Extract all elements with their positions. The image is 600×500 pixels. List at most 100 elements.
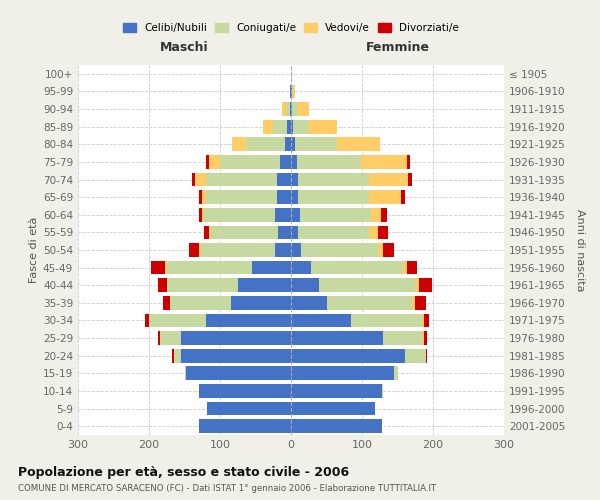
Bar xyxy=(415,278,419,292)
Bar xyxy=(158,278,167,292)
Bar xyxy=(291,260,311,274)
Bar xyxy=(209,226,211,239)
Bar xyxy=(291,138,295,151)
Bar xyxy=(291,384,382,398)
Bar xyxy=(195,172,206,186)
Bar xyxy=(203,226,209,239)
Bar xyxy=(202,208,205,222)
Bar xyxy=(426,349,427,362)
Bar xyxy=(185,366,186,380)
Bar xyxy=(291,120,293,134)
Bar xyxy=(407,155,410,169)
Bar xyxy=(206,190,277,204)
Bar xyxy=(292,102,298,116)
Bar xyxy=(424,331,427,345)
Bar xyxy=(283,102,286,116)
Text: Maschi: Maschi xyxy=(160,42,209,54)
Legend: Celibi/Nubili, Coniugati/e, Vedovi/e, Divorziati/e: Celibi/Nubili, Coniugati/e, Vedovi/e, Di… xyxy=(119,18,463,37)
Bar xyxy=(298,102,309,116)
Bar xyxy=(291,208,299,222)
Bar xyxy=(290,84,291,98)
Bar xyxy=(252,260,291,274)
Bar xyxy=(293,120,309,134)
Bar xyxy=(424,314,430,328)
Bar xyxy=(298,172,369,186)
Bar xyxy=(286,102,290,116)
Bar xyxy=(311,260,403,274)
Bar xyxy=(412,296,415,310)
Bar xyxy=(291,278,319,292)
Bar xyxy=(361,155,407,169)
Bar xyxy=(326,296,412,310)
Bar xyxy=(369,226,377,239)
Bar xyxy=(246,138,286,151)
Bar xyxy=(206,314,291,328)
Bar xyxy=(278,226,291,239)
Bar xyxy=(291,296,326,310)
Bar xyxy=(291,155,296,169)
Bar xyxy=(273,120,287,134)
Bar xyxy=(309,120,337,134)
Bar xyxy=(422,314,424,328)
Bar xyxy=(291,402,375,415)
Bar xyxy=(382,384,383,398)
Text: Popolazione per età, sesso e stato civile - 2006: Popolazione per età, sesso e stato civil… xyxy=(18,466,349,479)
Bar xyxy=(371,208,381,222)
Bar xyxy=(277,190,291,204)
Bar xyxy=(291,349,404,362)
Bar xyxy=(299,208,371,222)
Bar xyxy=(232,138,246,151)
Bar xyxy=(151,260,166,274)
Bar xyxy=(167,278,238,292)
Text: COMUNE DI MERCATO SARACENO (FC) - Dati ISTAT 1° gennaio 2006 - Elaborazione TUTT: COMUNE DI MERCATO SARACENO (FC) - Dati I… xyxy=(18,484,436,493)
Bar xyxy=(166,260,167,274)
Bar xyxy=(172,349,174,362)
Bar xyxy=(415,296,426,310)
Bar xyxy=(163,296,170,310)
Bar xyxy=(206,155,209,169)
Bar xyxy=(337,138,380,151)
Bar xyxy=(369,172,408,186)
Bar xyxy=(291,314,352,328)
Bar xyxy=(301,243,377,257)
Bar xyxy=(170,296,230,310)
Bar xyxy=(277,172,291,186)
Bar xyxy=(167,260,252,274)
Bar xyxy=(419,278,431,292)
Bar xyxy=(189,243,199,257)
Bar xyxy=(291,190,298,204)
Bar xyxy=(286,138,291,151)
Bar xyxy=(199,243,201,257)
Bar xyxy=(291,226,298,239)
Bar xyxy=(220,155,280,169)
Bar xyxy=(291,172,298,186)
Bar xyxy=(181,331,291,345)
Bar xyxy=(199,190,202,204)
Bar xyxy=(145,314,149,328)
Bar xyxy=(319,278,415,292)
Y-axis label: Fasce di età: Fasce di età xyxy=(29,217,39,283)
Bar xyxy=(369,190,401,204)
Bar xyxy=(291,366,394,380)
Bar xyxy=(295,138,337,151)
Bar xyxy=(292,84,293,98)
Bar xyxy=(291,331,383,345)
Bar xyxy=(383,243,394,257)
Bar xyxy=(206,172,277,186)
Bar xyxy=(199,384,291,398)
Bar xyxy=(211,226,278,239)
Bar xyxy=(291,84,292,98)
Bar xyxy=(199,208,202,222)
Bar xyxy=(296,155,361,169)
Bar xyxy=(158,331,160,345)
Bar xyxy=(401,190,404,204)
Bar xyxy=(287,120,291,134)
Bar xyxy=(291,243,301,257)
Bar xyxy=(201,243,275,257)
Bar xyxy=(275,208,291,222)
Bar xyxy=(280,155,291,169)
Bar xyxy=(209,155,220,169)
Bar xyxy=(291,102,292,116)
Bar xyxy=(191,172,195,186)
Bar xyxy=(238,278,291,292)
